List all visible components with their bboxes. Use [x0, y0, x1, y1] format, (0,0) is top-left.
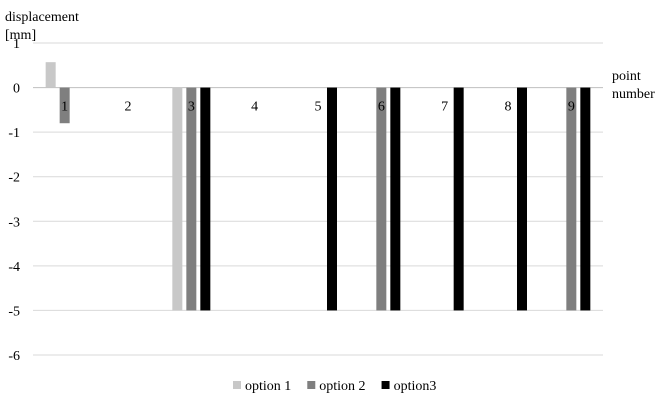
gridlines [33, 42, 603, 356]
category-label: 4 [251, 100, 258, 115]
legend-swatch [381, 381, 390, 389]
legend-label: option 2 [319, 379, 365, 394]
y-tick-label: -4 [8, 260, 20, 275]
y-tick-label: -5 [8, 304, 20, 319]
category-label: 9 [568, 100, 575, 115]
category-label: 3 [188, 100, 195, 115]
legend-swatch [233, 381, 241, 389]
category-label: 6 [378, 100, 385, 115]
bar-option-2-point-1 [59, 87, 70, 124]
category-label: 8 [505, 100, 512, 115]
y-tick-label: -1 [8, 126, 20, 141]
y-tick-label: -3 [8, 215, 20, 230]
y-axis-label-line-2: [mm] [5, 28, 36, 43]
bar-option-2-point-3 [186, 87, 197, 311]
x-axis-label-line-2: number [612, 87, 655, 102]
y-tick-label: -6 [8, 349, 20, 364]
bar-option3-point-8 [517, 87, 527, 311]
x-axis-label-line-1: point [612, 69, 641, 84]
y-tick-label: 1 [13, 37, 20, 52]
y-axis-label-line-1: displacement [5, 10, 79, 25]
category-label: 7 [441, 100, 448, 115]
bar-option3-point-6 [390, 87, 401, 311]
category-label: 5 [315, 100, 322, 115]
bar-option-1-point-3 [172, 87, 183, 311]
bar-option-2-point-9 [566, 87, 577, 311]
legend-label: option3 [394, 379, 437, 394]
legend-swatch [307, 381, 316, 389]
legend: option 1 option 2 option3 [233, 379, 436, 394]
bar-option-1-point-1 [45, 62, 56, 88]
legend-label: option 1 [245, 379, 291, 394]
category-labels: 1 2 3 4 5 6 7 8 9 [61, 100, 575, 115]
bar-option-2-point-6 [376, 87, 387, 311]
category-label: 2 [125, 100, 132, 115]
bars [45, 62, 591, 311]
bar-option3-point-7 [453, 87, 464, 311]
y-tick-labels: 1 0 -1 -2 -3 -4 -5 -6 [8, 37, 20, 364]
category-label: 1 [61, 100, 68, 115]
y-tick-label: -2 [8, 171, 20, 186]
y-tick-label: 0 [13, 82, 20, 97]
bar-option3-point-3 [200, 87, 211, 311]
bar-option3-point-5 [327, 87, 337, 311]
bar-option3-point-9 [580, 87, 591, 311]
